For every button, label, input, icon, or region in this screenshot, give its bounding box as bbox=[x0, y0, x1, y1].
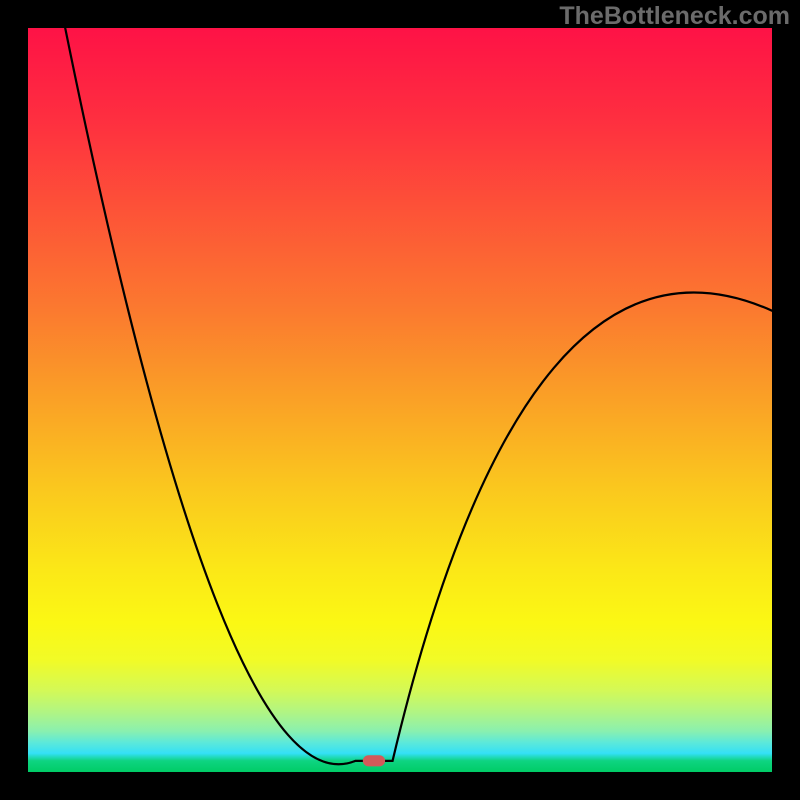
watermark-text: TheBottleneck.com bbox=[559, 2, 790, 31]
plot-area bbox=[28, 28, 772, 772]
bottleneck-curve-chart bbox=[28, 28, 772, 772]
optimum-marker bbox=[363, 755, 385, 766]
chart-background bbox=[28, 28, 772, 772]
